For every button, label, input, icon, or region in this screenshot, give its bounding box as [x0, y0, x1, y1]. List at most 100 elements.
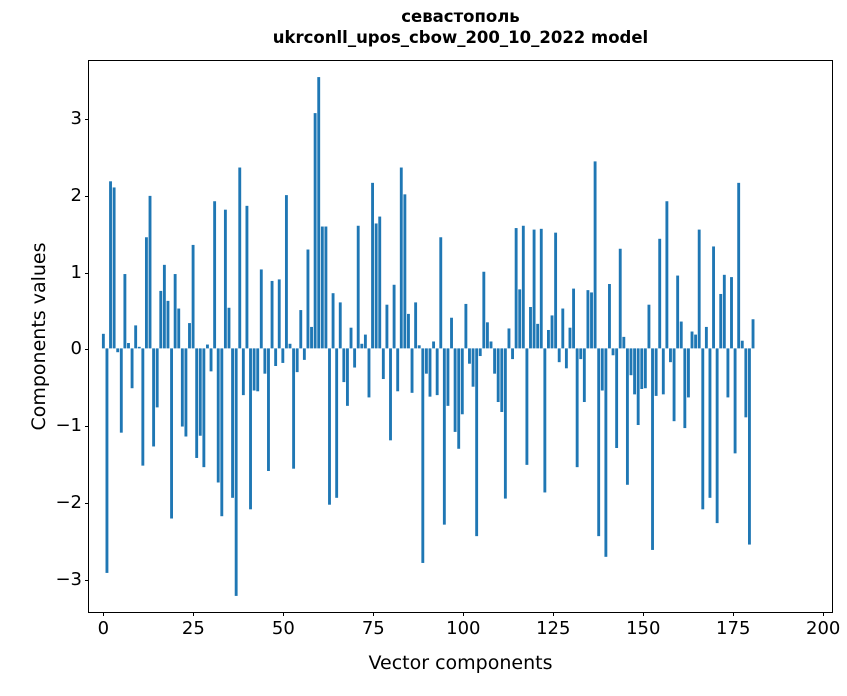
x-tick-label: 150 — [626, 618, 661, 639]
bar — [202, 348, 206, 468]
bar — [704, 326, 708, 349]
bar — [317, 77, 321, 349]
bar — [737, 182, 741, 349]
bar — [116, 348, 120, 353]
x-tick-mark — [103, 612, 105, 616]
x-tick-label: 200 — [806, 618, 841, 639]
bar-series — [101, 77, 755, 596]
y-tick-mark — [85, 349, 89, 351]
bar — [532, 229, 536, 349]
bar — [615, 348, 619, 449]
bar — [719, 293, 723, 349]
bar — [252, 348, 256, 391]
bar — [310, 326, 313, 349]
bar — [658, 238, 662, 349]
bar — [482, 271, 486, 349]
bar — [399, 167, 403, 349]
x-tick-mark — [553, 612, 555, 616]
bar — [281, 348, 285, 363]
bar — [363, 334, 367, 349]
bar — [575, 348, 579, 468]
bar — [274, 348, 278, 367]
bar — [471, 348, 475, 387]
bar — [198, 348, 202, 436]
bar — [712, 246, 715, 349]
bar — [536, 323, 540, 349]
bar — [101, 333, 105, 349]
bar — [543, 348, 547, 493]
bar — [529, 306, 532, 349]
bar — [389, 348, 392, 441]
y-tick-label: 3 — [70, 107, 82, 129]
bar — [726, 348, 730, 398]
bar — [618, 248, 622, 349]
bar — [159, 290, 163, 349]
bar — [446, 348, 450, 406]
bar — [593, 161, 597, 349]
bar — [521, 225, 525, 349]
bar — [234, 348, 238, 596]
bar — [730, 277, 733, 349]
x-tick-mark — [283, 612, 285, 616]
bar — [572, 288, 576, 349]
bar — [392, 284, 396, 349]
bar — [629, 348, 633, 376]
x-tick-label: 75 — [361, 618, 385, 639]
x-tick-label: 100 — [446, 618, 481, 639]
bar — [170, 348, 173, 519]
bar — [550, 315, 554, 349]
bar — [127, 343, 130, 349]
bar — [568, 327, 572, 349]
y-tick-label: −2 — [55, 492, 82, 514]
bar — [665, 201, 669, 349]
bar — [554, 232, 558, 349]
bar — [740, 340, 744, 349]
y-tick-mark — [85, 503, 89, 505]
x-tick-label: 125 — [536, 618, 571, 639]
x-tick-mark — [373, 612, 375, 616]
bar — [676, 275, 680, 349]
chart-title-line-1: севастополь — [401, 7, 520, 26]
bar — [424, 348, 428, 374]
bar — [564, 348, 568, 369]
bar — [166, 300, 170, 349]
bar — [625, 348, 629, 485]
bar — [223, 209, 227, 349]
x-tick-label: 0 — [97, 618, 110, 639]
bar — [144, 237, 148, 349]
bar — [679, 321, 683, 349]
bar — [686, 348, 690, 398]
bar — [586, 290, 590, 349]
bar — [442, 348, 446, 525]
y-tick-mark — [85, 580, 89, 582]
bar — [496, 348, 500, 403]
bar — [697, 229, 701, 349]
bar — [403, 194, 407, 349]
bar — [256, 348, 260, 392]
bar — [748, 348, 751, 545]
bar — [651, 348, 654, 550]
bar — [177, 308, 181, 349]
bar — [206, 344, 209, 349]
y-tick-mark — [85, 118, 89, 120]
bar — [590, 292, 593, 349]
bar — [396, 348, 400, 392]
bar — [162, 264, 166, 349]
bar — [503, 348, 507, 499]
bar — [267, 348, 270, 471]
bar — [751, 319, 755, 349]
bar — [507, 328, 511, 349]
bar — [457, 348, 461, 449]
y-tick-mark — [85, 426, 89, 428]
bar — [270, 280, 274, 349]
bar — [475, 348, 479, 537]
bar — [708, 348, 712, 498]
bar — [557, 348, 561, 363]
bar — [288, 343, 292, 349]
bar — [302, 348, 306, 360]
bar — [525, 348, 529, 465]
y-axis-label: Components values — [28, 242, 50, 431]
bar — [600, 348, 604, 391]
x-tick-mark — [463, 612, 465, 616]
